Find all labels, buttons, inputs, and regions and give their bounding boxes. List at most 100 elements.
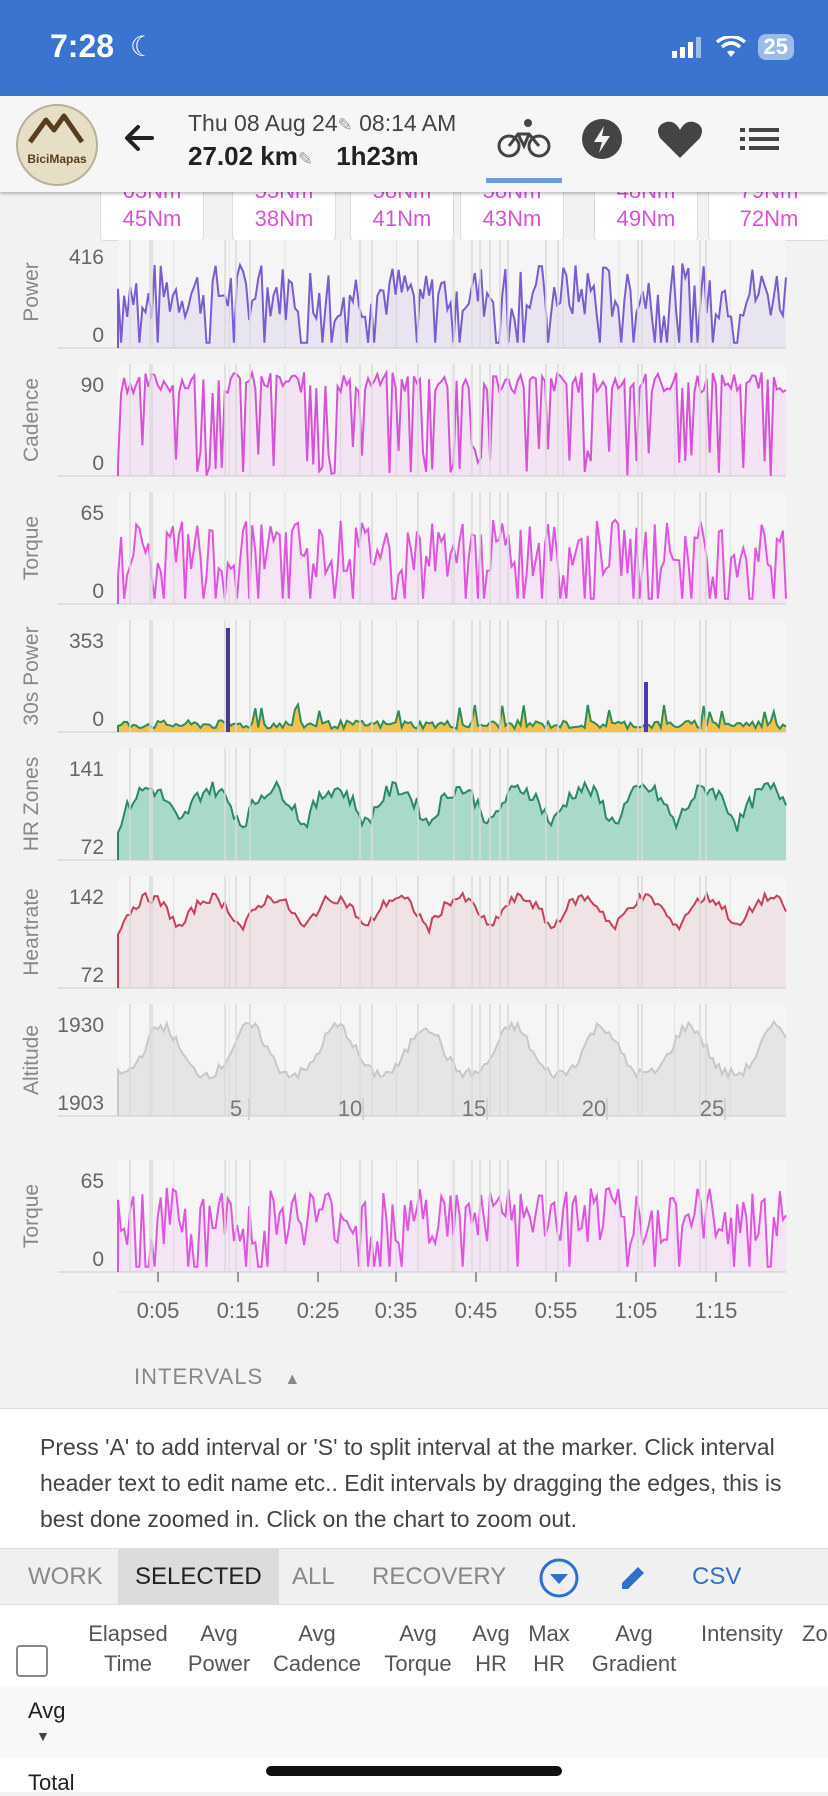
ride-start-time: 08:14 AM	[359, 110, 457, 136]
series-line	[117, 1019, 787, 1116]
y-axis-label: Torque	[20, 1184, 43, 1248]
y-tick-min: 72	[81, 964, 104, 987]
x-distance-tick: 25	[700, 1096, 724, 1121]
bicycle-icon[interactable]	[496, 116, 552, 162]
status-bar: 7:28 ☾ 25	[0, 0, 828, 96]
interval-card[interactable]: 48Nm49Nm	[594, 192, 698, 241]
interval-filter-bar: WORK SELECTED ALL RECOVERY CSV	[0, 1548, 828, 1605]
home-indicator	[266, 1766, 562, 1776]
x-time-tick: 0:15	[217, 1298, 260, 1323]
y-tick-min: 0	[92, 1248, 104, 1271]
y-tick-max: 65	[81, 1170, 104, 1193]
avg-expand-icon[interactable]: ▼	[36, 1728, 50, 1744]
app-logo[interactable]: BiciMapas	[16, 104, 98, 186]
y-tick-min: 0	[92, 708, 104, 731]
y-tick-max: 65	[81, 502, 104, 525]
y-tick-min: 1903	[57, 1092, 104, 1115]
y-axis-label: Torque	[20, 516, 43, 580]
interval-card[interactable]: 79Nm72Nm	[708, 192, 828, 241]
y-tick-max: 1930	[57, 1014, 104, 1037]
col-zones[interactable]: Zo	[802, 1621, 828, 1646]
csv-button[interactable]: CSV	[692, 1563, 742, 1590]
signal-icon	[671, 37, 701, 58]
edit-pencil-icon[interactable]	[614, 1559, 652, 1597]
ride-distance[interactable]: 27.02 km	[188, 141, 298, 171]
ride-date[interactable]: Thu 08 Aug 24	[188, 110, 338, 136]
dropdown-circle-icon[interactable]	[538, 1557, 580, 1599]
col-avg-power[interactable]: Avg Power	[187, 1621, 251, 1676]
mountain-icon	[27, 113, 85, 144]
x-time-tick: 0:05	[137, 1298, 180, 1323]
multi-chart-svg[interactable]: 416 0 Power 90 0 Cadence 65 0 Torque 353 0 30s Powe…	[0, 240, 828, 1410]
caret-up-icon: ▲	[284, 1371, 302, 1388]
col-avg-torque[interactable]: Avg Torque	[384, 1621, 452, 1676]
interval-card[interactable]: 63Nm45Nm	[100, 192, 204, 241]
hr-zones-line	[117, 779, 787, 860]
x-distance-tick: 15	[462, 1096, 486, 1121]
x-time-tick: 0:35	[375, 1298, 418, 1323]
edit-date-icon[interactable]: ✎	[337, 115, 353, 135]
list-icon[interactable]	[732, 116, 788, 162]
filter-recovery[interactable]: RECOVERY	[372, 1563, 507, 1590]
help-panel: Press 'A' to add interval or 'S' to spli…	[0, 1408, 828, 1549]
series-area	[118, 893, 786, 988]
y-axis-label: Cadence	[20, 378, 43, 462]
avg-label: Avg	[28, 1698, 66, 1723]
series-area	[118, 1187, 786, 1272]
edit-distance-icon[interactable]: ✎	[297, 149, 313, 169]
series-area	[118, 1021, 786, 1116]
x-time-tick: 0:55	[535, 1298, 578, 1323]
col-intensity[interactable]: Intensity	[701, 1621, 783, 1646]
interval-card[interactable]: 58Nm43Nm	[460, 192, 564, 241]
x-time-tick: 1:05	[615, 1298, 658, 1323]
y-axis-label: 30s Power	[20, 626, 43, 725]
battery-indicator: 25	[757, 34, 794, 60]
series-line	[117, 518, 787, 604]
series-line	[117, 368, 787, 476]
status-icons: 25	[671, 34, 794, 60]
y-axis-label: Heartrate	[20, 888, 43, 976]
filter-work[interactable]: WORK	[28, 1563, 103, 1590]
help-text: Press 'A' to add interval or 'S' to spli…	[40, 1434, 782, 1532]
y-axis-label: Power	[20, 262, 43, 322]
y-tick-max: 90	[81, 374, 104, 397]
ride-info: Thu 08 Aug 24✎ 08:14 AM 27.02 km✎ 1h23m	[188, 110, 456, 172]
hr-zones-area	[118, 781, 786, 860]
logo-text: BiciMapas	[27, 152, 87, 166]
series-area	[118, 372, 786, 476]
col-avg-gradient[interactable]: Avg Gradient	[591, 1621, 677, 1676]
filter-all[interactable]: ALL	[292, 1563, 335, 1590]
select-all-checkbox[interactable]	[16, 1645, 48, 1677]
x-distance-tick: 5	[230, 1096, 242, 1121]
interval-card[interactable]: 55Nm38Nm	[232, 192, 336, 241]
x-time-tick: 0:25	[297, 1298, 340, 1323]
heart-icon[interactable]	[652, 116, 708, 162]
active-tab-indicator	[486, 178, 562, 183]
series-line	[117, 890, 787, 988]
avg-row[interactable]: Avg ▼	[0, 1686, 828, 1759]
col-elapsed-time[interactable]: Elapsed Time	[88, 1621, 168, 1676]
y-tick-max: 141	[69, 758, 104, 781]
col-avg-hr[interactable]: Avg HR	[472, 1621, 510, 1676]
y-tick-max: 142	[69, 886, 104, 909]
wifi-icon	[715, 36, 746, 57]
x-time-tick: 1:15	[695, 1298, 738, 1323]
series-line	[117, 1187, 787, 1272]
lightning-icon[interactable]	[574, 116, 630, 162]
col-max-hr[interactable]: Max HR	[528, 1621, 570, 1676]
y-tick-min: 0	[92, 324, 104, 347]
y-tick-max: 416	[69, 246, 104, 269]
y-tick-max: 353	[69, 630, 104, 653]
back-arrow-icon[interactable]	[118, 116, 162, 160]
x-time-tick: 0:45	[455, 1298, 498, 1323]
col-avg-cadence[interactable]: Avg Cadence	[272, 1621, 362, 1676]
ride-duration: 1h23m	[336, 141, 419, 171]
x-distance-tick: 10	[338, 1096, 362, 1121]
status-time: 7:28	[50, 28, 115, 64]
x-distance-tick: 20	[582, 1096, 606, 1121]
interval-card[interactable]: 58Nm41Nm	[350, 192, 454, 241]
y-tick-min: 0	[92, 580, 104, 603]
intervals-toggle-button[interactable]: INTERVALS ▲	[134, 1364, 302, 1389]
chart-area[interactable]: 63Nm45Nm 55Nm38Nm 58Nm41Nm 58Nm43Nm 48Nm…	[0, 192, 828, 1407]
filter-selected[interactable]: SELECTED	[118, 1549, 279, 1605]
